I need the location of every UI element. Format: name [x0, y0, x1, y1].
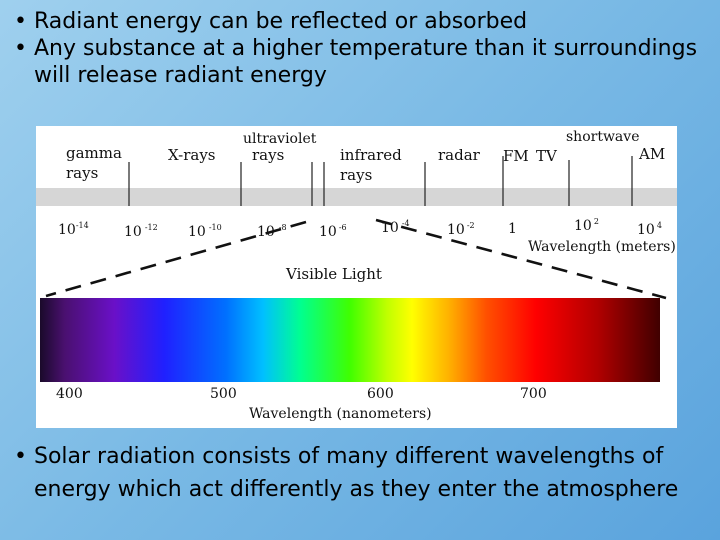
bullet-text: Solar radiation consists of many differe… — [34, 444, 679, 502]
band-label-gamma-rays: rays — [66, 164, 98, 182]
zoom-dash-lines — [45, 218, 667, 300]
nm-tick-600: 600 — [367, 386, 394, 402]
visible-light-label: Visible Light — [285, 265, 382, 283]
visible-spectrum-gradient — [40, 298, 660, 382]
bullet-text: Radiant energy can be reflected or absor… — [34, 9, 528, 34]
wavelength-tick-1: 10-14 — [58, 221, 89, 238]
band-label-gamma: gamma — [66, 144, 122, 162]
wavelength-tick-8: 1 — [508, 221, 517, 237]
wavelength-meters-label: Wavelength (meters) — [528, 239, 676, 255]
band-label-radar: radar — [438, 146, 481, 164]
wavelength-tick-9: 10 2 — [574, 217, 599, 234]
electromagnetic-spectrum-figure: gamma rays X-rays ultraviolet rays infra… — [36, 126, 677, 428]
bullet-glyph: • — [14, 36, 27, 61]
wavelength-nm-label: Wavelength (nanometers) — [249, 406, 432, 422]
bullet-release-energy: • Any substance at a higher temperature … — [6, 35, 718, 89]
spectrum-band — [36, 188, 677, 206]
nm-tick-500: 500 — [210, 386, 237, 402]
bullet-text: Any substance at a higher temperature th… — [34, 36, 698, 88]
wavelength-tick-6: 10 -4 — [381, 219, 410, 236]
wavelength-tick-10: 10 4 — [637, 221, 662, 238]
band-dividers — [128, 156, 633, 206]
band-label-infrared-rays: rays — [340, 166, 372, 184]
band-label-tv: TV — [536, 147, 558, 165]
spectrum-diagram: gamma rays X-rays ultraviolet rays infra… — [36, 129, 677, 422]
bullet-solar-radiation: • Solar radiation consists of many diffe… — [6, 440, 718, 506]
wavelength-tick-3: 10 -10 — [188, 223, 222, 240]
band-label-fm: FM — [503, 147, 529, 165]
bullet-glyph: • — [14, 9, 27, 34]
bullet-reflected-absorbed: • Radiant energy can be reflected or abs… — [6, 8, 718, 35]
wavelength-tick-4: 10 -8 — [257, 223, 287, 240]
band-label-shortwave: shortwave — [566, 129, 639, 145]
band-label-x-rays: X-rays — [168, 146, 216, 164]
band-label-ultraviolet: ultraviolet — [243, 131, 317, 147]
bullet-glyph: • — [14, 444, 27, 469]
nm-tick-400: 400 — [56, 386, 83, 402]
wavelength-tick-7: 10 -2 — [447, 221, 475, 238]
band-label-ultraviolet-rays: rays — [252, 146, 284, 164]
band-label-infrared: infrared — [340, 146, 402, 164]
nm-tick-700: 700 — [520, 386, 547, 402]
wavelength-tick-2: 10 -12 — [124, 223, 158, 240]
bottom-bullet-list: • Solar radiation consists of many diffe… — [6, 440, 718, 506]
wavelength-tick-5: 10 -6 — [319, 223, 347, 240]
band-label-am: AM — [638, 145, 665, 163]
top-bullet-list: • Radiant energy can be reflected or abs… — [6, 8, 718, 89]
